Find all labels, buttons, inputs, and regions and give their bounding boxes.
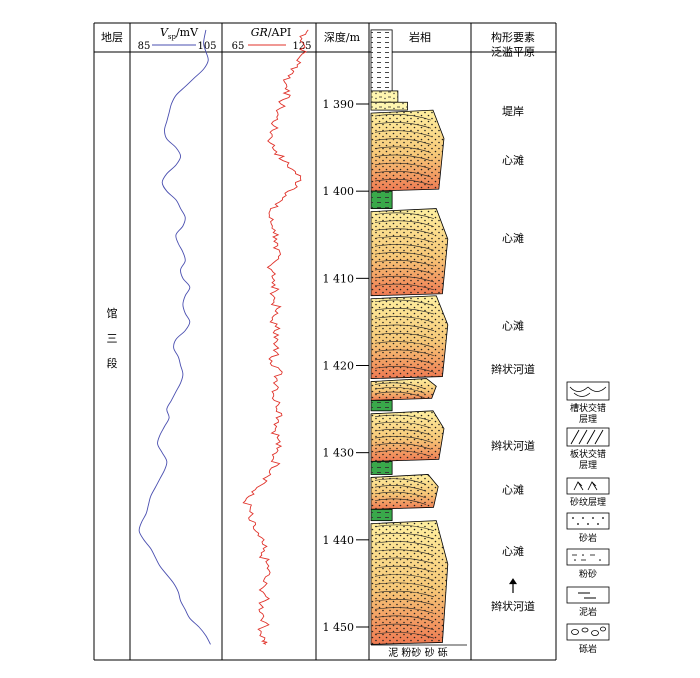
sp-scale-max: 105 bbox=[197, 41, 216, 52]
svg-text:板状交错: 板状交错 bbox=[570, 448, 606, 460]
svg-text:泥岩: 泥岩 bbox=[579, 606, 597, 618]
header-gr-unit: /API bbox=[268, 26, 291, 39]
legend-siltstone: 粉砂 bbox=[566, 548, 610, 580]
depth-tick-label: 1 420 bbox=[323, 360, 355, 373]
depth-tick-label: 1 450 bbox=[323, 621, 355, 634]
architecture-label: 泛滥平原 bbox=[491, 46, 535, 59]
header-lithofacies: 岩相 bbox=[409, 30, 431, 44]
header-sp-unit: /mV bbox=[176, 26, 199, 39]
header-stratum: 地层 bbox=[101, 31, 123, 44]
gr-scale-min: 65 bbox=[232, 41, 245, 52]
lith-bed-sand bbox=[370, 109, 445, 192]
gr-curve bbox=[242, 29, 309, 645]
header-gr: GR/API bbox=[251, 26, 291, 39]
architecture-label: 心滩 bbox=[502, 544, 524, 558]
lith-bed-silt bbox=[370, 90, 399, 103]
architecture-label: 堤岸 bbox=[502, 105, 524, 118]
depth-axis: 1 390 1 400 1 410 1 420 1 430 1 440 1 450 bbox=[323, 98, 369, 634]
architecture-label: 心滩 bbox=[502, 318, 524, 332]
lith-bed-sand bbox=[370, 295, 449, 379]
legend-trough-cross: 槽状交错 层理 bbox=[566, 381, 610, 425]
table-frame bbox=[93, 22, 557, 661]
svg-text:砂纹层理: 砂纹层理 bbox=[570, 496, 606, 508]
legend-sandstone: 砂岩 bbox=[566, 512, 610, 544]
svg-text:层理: 层理 bbox=[579, 414, 597, 425]
svg-text:层理: 层理 bbox=[579, 460, 597, 471]
header-architecture: 构形要素 bbox=[491, 30, 535, 44]
lith-bed-mud bbox=[370, 190, 393, 210]
sp-scale-min: 85 bbox=[138, 41, 151, 52]
lith-bed-mud bbox=[370, 399, 393, 412]
legend-tabular-cross: 板状交错 层理 bbox=[566, 427, 610, 471]
lith-bed-mud bbox=[370, 460, 393, 475]
depth-tick-label: 1 400 bbox=[323, 185, 355, 198]
header-depth: 深度/m bbox=[324, 30, 361, 44]
stratum-char-2: 三 bbox=[107, 332, 118, 345]
depth-tick-label: 1 430 bbox=[323, 447, 355, 460]
architecture-label: 心滩 bbox=[502, 482, 524, 496]
svg-text:砾岩: 砾岩 bbox=[579, 643, 597, 655]
lith-bed-sand bbox=[370, 474, 439, 510]
legend-conglomerate: 砾岩 bbox=[566, 623, 610, 655]
gr-scale-max: 125 bbox=[292, 41, 311, 52]
lith-bed-mud bbox=[370, 29, 393, 92]
lithology-column bbox=[370, 29, 467, 646]
header-sp: Vsp/mV bbox=[160, 26, 199, 41]
legend-mudstone: 泥岩 bbox=[566, 586, 610, 618]
architecture-label: 辫状河道 bbox=[491, 599, 535, 613]
depth-tick-label: 1 440 bbox=[323, 534, 355, 547]
upward-arrow-head bbox=[509, 578, 517, 585]
gr-curve-layer bbox=[242, 29, 309, 645]
architecture-label: 辫状河道 bbox=[491, 439, 535, 453]
depth-tick-label: 1 390 bbox=[323, 98, 355, 111]
architecture-label: 辫状河道 bbox=[491, 362, 535, 376]
svg-text:槽状交错: 槽状交错 bbox=[570, 402, 606, 414]
grain-size-scale: 泥 粉砂 砂 砾 bbox=[388, 646, 448, 659]
lith-bed-mud bbox=[370, 508, 393, 522]
architecture-label: 心滩 bbox=[502, 231, 524, 245]
depth-tick-label: 1 410 bbox=[323, 272, 355, 285]
svg-text:砂岩: 砂岩 bbox=[579, 532, 597, 544]
stratum-char-3: 段 bbox=[107, 356, 118, 370]
svg-text:粉砂: 粉砂 bbox=[579, 568, 597, 580]
legend: 槽状交错 层理 板状交错 层理 砂纹层理 砂岩 粉砂 bbox=[566, 381, 610, 655]
stratum-char-1: 馆 bbox=[107, 306, 118, 320]
sp-curve bbox=[138, 29, 211, 645]
lith-bed-sand bbox=[370, 208, 449, 297]
lith-bed-silt bbox=[370, 101, 408, 111]
architecture-label: 心滩 bbox=[502, 153, 524, 167]
sp-curve-layer bbox=[138, 29, 211, 645]
legend-ripple: 砂纹层理 bbox=[566, 477, 610, 508]
lith-bed-sand bbox=[370, 378, 437, 401]
lith-bed-sand bbox=[370, 520, 449, 645]
lith-bed-sand bbox=[370, 410, 445, 462]
